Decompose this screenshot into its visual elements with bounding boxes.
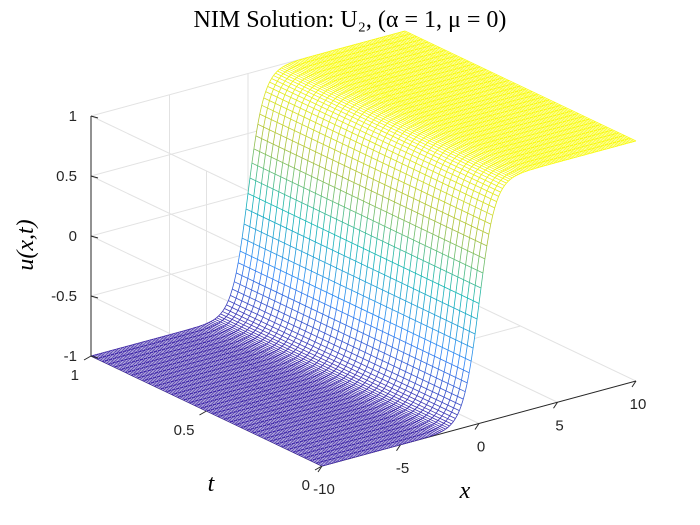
surface-mesh [90,30,637,467]
